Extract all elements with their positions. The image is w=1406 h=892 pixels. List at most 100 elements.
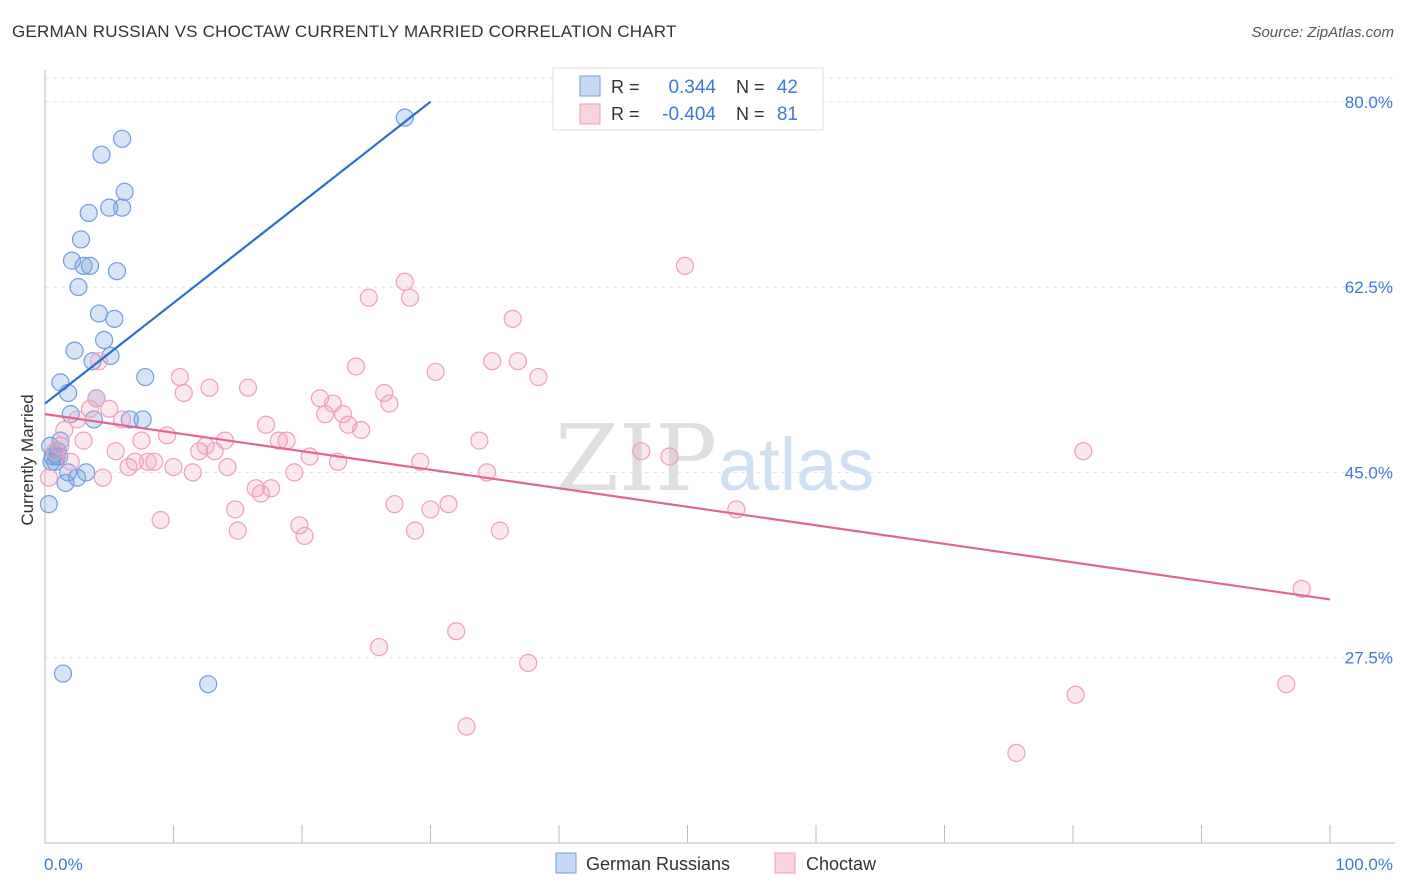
point-choctaw-19 — [151, 510, 170, 530]
legend-bottom-label-choctaw: Choctaw — [806, 854, 877, 874]
y-axis-label: Currently Married — [18, 394, 37, 525]
point-choctaw-69 — [490, 521, 509, 540]
point-choctaw-52 — [359, 288, 378, 307]
point-german-russians-9 — [56, 473, 75, 493]
point-choctaw-57 — [395, 272, 414, 291]
point-choctaw-12 — [106, 442, 125, 461]
point-german-russians-26 — [95, 330, 114, 350]
point-german-russians-17 — [74, 256, 93, 275]
point-choctaw-55 — [380, 394, 399, 413]
point-german-russians-31 — [112, 198, 132, 217]
point-choctaw-51 — [352, 420, 371, 440]
point-german-russians-8 — [53, 664, 73, 683]
point-choctaw-42 — [295, 526, 314, 546]
point-choctaw-41 — [290, 516, 309, 535]
chart-title: GERMAN RUSSIAN VS CHOCTAW CURRENTLY MARR… — [12, 22, 677, 41]
point-choctaw-58 — [400, 288, 420, 307]
point-german-russians-34 — [120, 410, 139, 429]
point-german-russians-25 — [92, 145, 111, 164]
y-tick-label-3: 80.0% — [1345, 93, 1393, 112]
point-choctaw-23 — [174, 383, 193, 403]
watermark-atlas: atlas — [718, 423, 874, 506]
point-german-russians-32 — [112, 129, 132, 148]
point-choctaw-71 — [508, 352, 527, 371]
point-choctaw-60 — [411, 452, 430, 471]
point-choctaw-79 — [1066, 685, 1085, 704]
point-german-russians-29 — [105, 309, 124, 328]
source-label: Source: ZipAtlas.com — [1251, 24, 1394, 41]
point-german-russians-27 — [100, 198, 119, 217]
y-tick-label-2: 62.5% — [1345, 278, 1393, 297]
point-choctaw-34 — [246, 479, 265, 498]
point-choctaw-61 — [421, 500, 440, 519]
point-german-russians-37 — [199, 675, 218, 694]
point-german-russians-38 — [395, 108, 414, 127]
point-choctaw-3 — [55, 420, 74, 440]
legend-swatch-german-russians — [579, 75, 601, 97]
legend-stats: R = 0.344 N = 42 R = -0.404 N = 81 — [552, 67, 824, 131]
point-choctaw-70 — [503, 309, 522, 328]
point-choctaw-32 — [228, 521, 247, 540]
point-choctaw-56 — [385, 495, 404, 514]
point-choctaw-78 — [1007, 743, 1026, 763]
point-choctaw-0 — [39, 468, 58, 487]
point-choctaw-37 — [262, 479, 281, 498]
point-german-russians-36 — [136, 367, 155, 387]
point-choctaw-59 — [405, 521, 425, 540]
point-german-russians-11 — [59, 383, 78, 403]
point-choctaw-22 — [170, 367, 190, 387]
x-tick-label-0: 0.0% — [44, 855, 83, 874]
point-german-russians-30 — [107, 262, 127, 281]
point-choctaw-2 — [51, 436, 70, 456]
y-tick-label-0: 27.5% — [1345, 649, 1393, 668]
point-choctaw-68 — [483, 352, 502, 371]
point-choctaw-24 — [183, 463, 202, 482]
legend-n-label-1: N = — [736, 104, 765, 124]
point-german-russians-18 — [77, 463, 96, 482]
point-german-russians-6 — [51, 431, 70, 450]
point-choctaw-6 — [74, 431, 93, 450]
point-german-russians-14 — [65, 341, 84, 360]
point-german-russians-35 — [133, 410, 152, 429]
point-german-russians-20 — [80, 256, 100, 275]
legend-bottom-swatch-choctaw — [774, 852, 796, 874]
trend-line-choctaw — [44, 413, 1331, 601]
point-choctaw-8 — [87, 389, 106, 408]
point-choctaw-17 — [138, 452, 157, 471]
point-choctaw-48 — [334, 405, 353, 424]
point-choctaw-16 — [132, 431, 151, 450]
point-choctaw-40 — [285, 463, 304, 482]
point-choctaw-53 — [370, 638, 389, 657]
point-choctaw-76 — [675, 256, 695, 275]
gridlines — [45, 77, 1395, 659]
point-choctaw-18 — [145, 452, 164, 471]
point-german-russians-15 — [69, 277, 88, 297]
legend-swatch-choctaw — [579, 103, 601, 125]
point-choctaw-62 — [426, 362, 445, 381]
point-choctaw-38 — [269, 431, 288, 450]
legend-n-label-0: N = — [736, 77, 765, 97]
point-choctaw-81 — [1277, 675, 1296, 694]
point-choctaw-35 — [251, 484, 270, 503]
point-choctaw-1 — [46, 442, 65, 461]
legend-r-label-1: R = — [611, 104, 640, 124]
point-choctaw-10 — [93, 468, 112, 487]
point-choctaw-75 — [660, 447, 679, 466]
legend-r-value-0: 0.344 — [668, 77, 716, 98]
y-tick-label-1: 45.0% — [1345, 463, 1393, 482]
point-german-russians-33 — [115, 182, 134, 201]
point-choctaw-50 — [346, 357, 366, 376]
legend-n-value-0: 42 — [777, 77, 798, 98]
point-choctaw-64 — [447, 622, 466, 641]
point-german-russians-19 — [79, 203, 98, 223]
point-choctaw-33 — [238, 378, 258, 397]
legend-r-value-1: -0.404 — [662, 104, 716, 125]
legend-bottom-swatch-german-russians — [555, 852, 577, 874]
point-choctaw-72 — [519, 653, 538, 673]
point-choctaw-21 — [164, 457, 183, 477]
point-choctaw-63 — [439, 495, 458, 514]
point-choctaw-39 — [277, 431, 296, 450]
point-choctaw-4 — [61, 452, 80, 471]
point-german-russians-24 — [89, 304, 109, 323]
